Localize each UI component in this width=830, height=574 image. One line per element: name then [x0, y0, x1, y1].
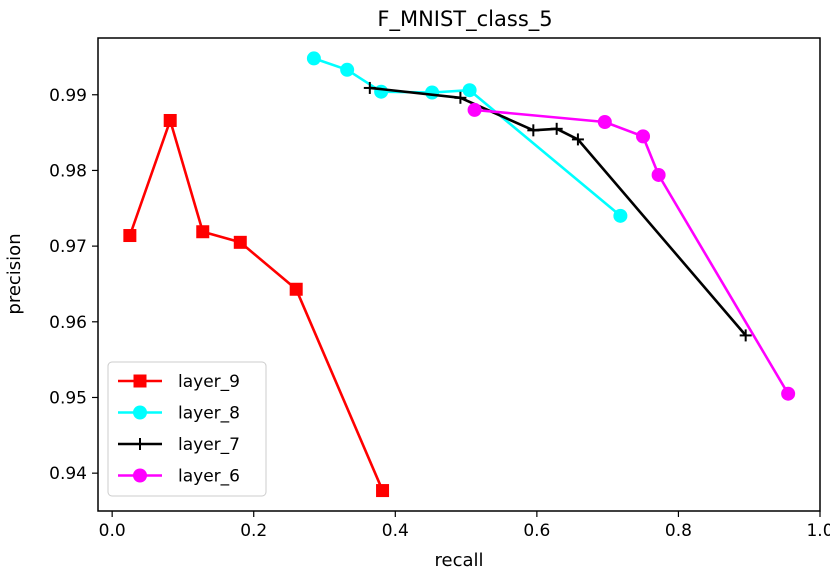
data-point-layer_9: [123, 229, 137, 243]
x-tick-label: 0.8: [665, 521, 692, 541]
x-tick-label: 0.6: [523, 521, 550, 541]
series-layer_7: [363, 81, 752, 342]
legend-label: layer_6: [178, 467, 240, 487]
legend-marker: [133, 405, 147, 420]
series-layer_6: [467, 102, 796, 401]
legend-item-layer_7: layer_7: [118, 435, 240, 455]
x-tick-label: 0.4: [382, 521, 409, 541]
data-point-layer_8: [462, 83, 477, 98]
x-axis-label: recall: [434, 550, 483, 571]
data-point-layer_6: [651, 167, 666, 182]
legend-label: layer_8: [178, 404, 240, 424]
chart-title: F_MNIST_class_5: [377, 7, 552, 32]
legend-marker: [133, 468, 147, 483]
x-tick-label: 0.2: [240, 521, 267, 541]
x-tick-label: 0.0: [99, 521, 126, 541]
y-tick-label: 0.96: [49, 313, 87, 333]
legend: layer_9 layer_8 layer_7 layer_6: [107, 361, 267, 497]
data-point-layer_6: [467, 102, 482, 117]
series-line-layer_9: [128, 119, 384, 492]
series-layer_9: [123, 113, 390, 498]
x-tick-label: 1.0: [806, 521, 830, 541]
data-point-layer_6: [781, 386, 796, 401]
data-point-layer_9: [163, 113, 177, 127]
data-point-layer_7: [454, 91, 467, 104]
data-point-layer_9: [233, 235, 247, 249]
series-line-layer_7: [369, 86, 747, 337]
data-point-layer_7: [363, 81, 376, 94]
legend-label: layer_7: [178, 435, 240, 455]
series-line-layer_6: [474, 108, 790, 395]
y-tick-label: 0.98: [49, 161, 87, 181]
data-point-layer_7: [571, 133, 584, 146]
data-point-layer_8: [374, 84, 389, 99]
data-point-layer_8: [306, 51, 321, 66]
legend-box: [107, 361, 267, 497]
plot-area: [97, 37, 821, 512]
legend-item-layer_6: layer_6: [118, 467, 240, 487]
data-point-layer_7: [739, 329, 752, 342]
legend-marker: [134, 438, 146, 450]
data-point-layer_8: [613, 208, 628, 223]
data-point-layer_6: [636, 129, 651, 144]
y-tick-label: 0.94: [49, 464, 87, 484]
data-point-layer_6: [597, 115, 612, 130]
legend-label: layer_9: [178, 372, 240, 392]
legend-marker: [133, 374, 147, 388]
series-layer_8: [306, 51, 628, 223]
y-tick-label: 0.99: [49, 86, 87, 106]
data-point-layer_9: [376, 484, 390, 498]
y-tick-label: 0.97: [49, 237, 87, 257]
data-point-layer_9: [289, 282, 303, 296]
legend-item-layer_8: layer_8: [118, 404, 240, 424]
legend-item-layer_9: layer_9: [118, 372, 240, 392]
y-axis-label: precision: [4, 233, 25, 314]
data-point-layer_8: [340, 62, 355, 77]
data-point-layer_7: [550, 122, 563, 135]
data-point-layer_8: [425, 85, 440, 100]
data-point-layer_9: [196, 225, 210, 239]
data-point-layer_7: [527, 124, 540, 137]
y-tick-label: 0.95: [49, 388, 87, 408]
